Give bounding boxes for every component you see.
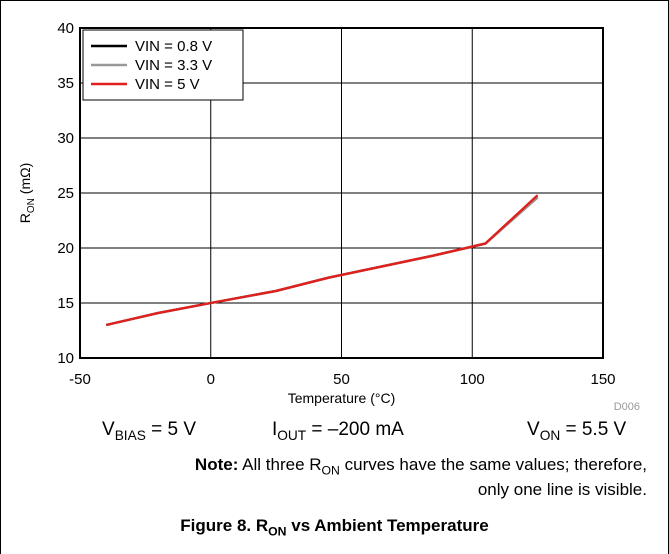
x-tick-label: 0	[207, 371, 215, 388]
y-tick-label: 15	[57, 295, 74, 312]
figure-caption: Figure 8. RON vs Ambient Temperature	[180, 516, 489, 539]
vbias-condition: VBIAS = 5 V	[102, 419, 197, 443]
legend-label-2: VIN = 3.3 V	[135, 57, 212, 74]
note-label: Note:	[194, 455, 239, 474]
figure-code: D006	[614, 401, 640, 413]
x-axis-label: Temperature (°C)	[288, 390, 396, 406]
legend-label-3: VIN = 5 V	[135, 76, 200, 93]
series-line-1	[105, 196, 539, 327]
y-tick-label: 25	[57, 185, 74, 202]
y-tick-label: 30	[57, 130, 74, 147]
ron-vs-temperature-chart: -50 0 50 100 150 10 15 20 25 30 35 40 Temperature (°…	[17, 20, 640, 413]
legend-label-1: VIN = 0.8 V	[135, 38, 212, 55]
iout-condition: IOUT = –200 mA	[272, 419, 404, 443]
series-line-2	[105, 196, 539, 327]
y-tick-label: 40	[57, 20, 74, 37]
von-condition: VON = 5.5 V	[527, 419, 627, 443]
x-tick-label: 50	[333, 371, 350, 388]
y-axis-label: RON (mΩ)	[17, 163, 37, 223]
x-tick-label: 100	[460, 371, 485, 388]
legend-box	[82, 29, 244, 101]
y-tick-label: 10	[57, 350, 74, 367]
note-line-1: Note: All three RON curves have the same…	[194, 455, 647, 478]
plot-area-border	[79, 27, 604, 359]
series-line-3	[105, 194, 539, 327]
y-tick-label: 20	[57, 240, 74, 257]
y-tick-label: 35	[57, 75, 74, 92]
x-tick-label: -50	[69, 371, 91, 388]
note-line-2: only one line is visible.	[477, 480, 647, 499]
x-tick-label: 150	[590, 371, 615, 388]
